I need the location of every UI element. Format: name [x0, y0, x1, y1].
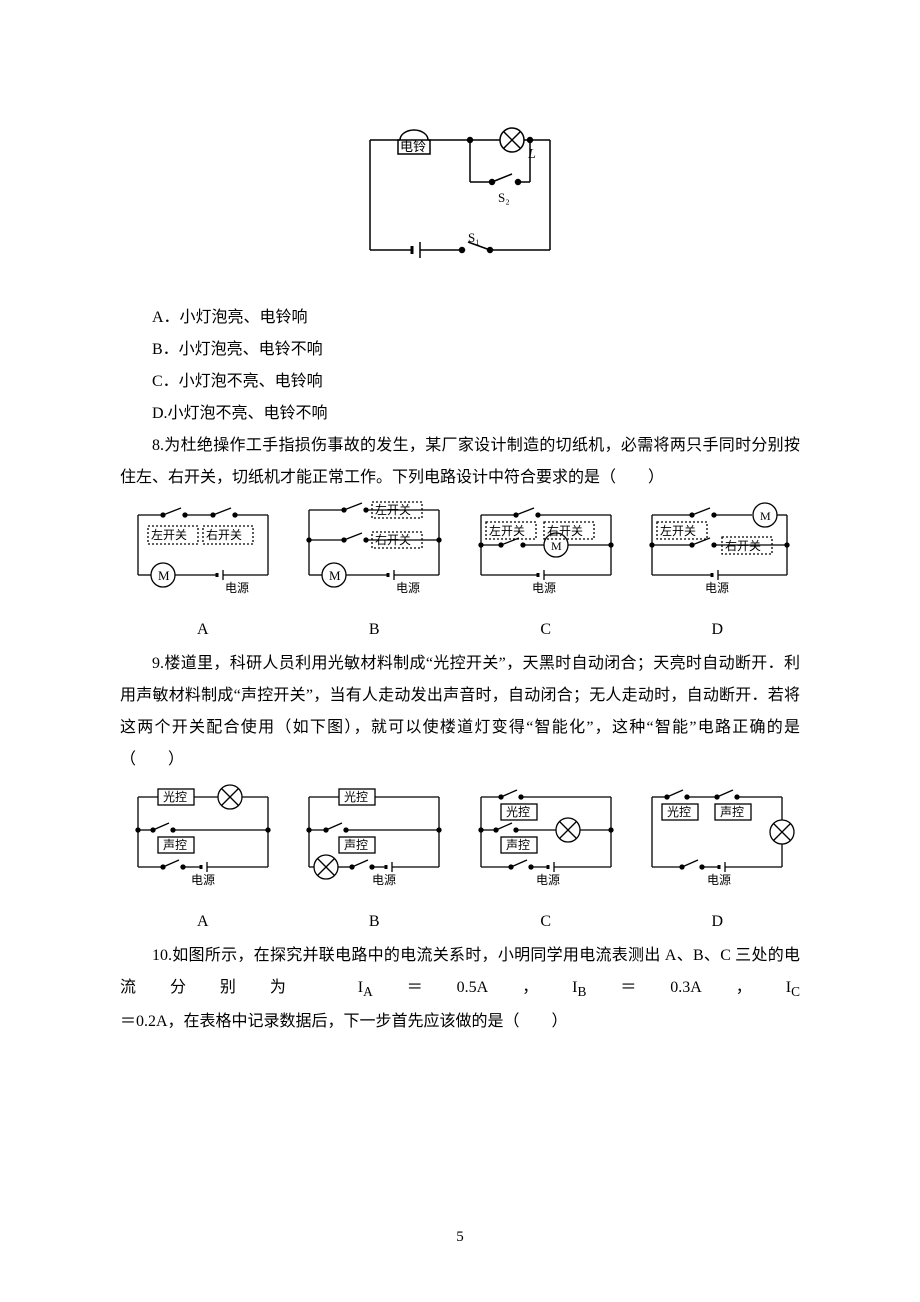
q10-content: 10.如图所示，在探究并联电路中的电流关系时，小明同学用电流表测出 A、B、C …	[120, 947, 800, 1030]
q8a-source: 电源	[225, 581, 249, 595]
q9-circuit-b: 光控 声控 电源	[294, 782, 454, 892]
page-number: 5	[0, 1222, 920, 1252]
q8c-motor: M	[551, 539, 562, 553]
q9-label-d: D	[635, 906, 801, 938]
s1-label: S₁	[468, 230, 480, 245]
q9a-light: 光控	[163, 790, 187, 804]
q9-text: 9.楼道里，科研人员利用光敏材料制成“光控开关”，天黑时自动闭合；天亮时自动断开…	[120, 648, 800, 776]
q9-diagrams: 光控 声控 电源 A	[120, 782, 800, 938]
q8b-source: 电源	[396, 581, 420, 595]
q8a-motor: M	[158, 568, 170, 583]
q8-text: 8.为杜绝操作工手指损伤事故的发生，某厂家设计制造的切纸机，必需将两只手同时分别…	[120, 430, 800, 494]
q8-label-c: C	[463, 614, 629, 646]
q9-label-b: B	[292, 906, 458, 938]
q9-circuit-c: 光控 声控 电源	[466, 782, 626, 892]
q9b-sound: 声控	[344, 838, 368, 852]
q9b-source: 电源	[372, 873, 396, 887]
q9-circuit-a: 光控 声控 电源	[123, 782, 283, 892]
q9-label-c: C	[463, 906, 629, 938]
q9c-sound: 声控	[506, 838, 530, 852]
q8d-right: 右开关	[725, 538, 761, 553]
q9-label-a: A	[120, 906, 286, 938]
q9d-sound: 声控	[720, 805, 744, 819]
q7-option-d: D.小灯泡不亮、电铃不响	[120, 398, 800, 430]
q8-circuit-b: 左开关 右开关 M 电源	[294, 500, 454, 600]
q8b-motor: M	[329, 568, 341, 583]
q9d-light: 光控	[667, 805, 691, 819]
q8b-left: 左开关	[375, 502, 411, 517]
q7-figure: 电铃 L S₂ S₁	[120, 120, 800, 282]
q8-label-d: D	[635, 614, 801, 646]
q8b-right: 右开关	[375, 532, 411, 547]
q9b-light: 光控	[344, 790, 368, 804]
q8d-left: 左开关	[660, 523, 696, 538]
q9-circuit-d: 光控 声控 电源	[637, 782, 797, 892]
q7-option-b: B．小灯泡亮、电铃不响	[120, 334, 800, 366]
q9a-source: 电源	[191, 873, 215, 887]
q9c-source: 电源	[536, 873, 560, 887]
q8-diagrams: 左开关 右开关 M 电源 A	[120, 500, 800, 646]
q8-label-a: A	[120, 614, 286, 646]
q8d-motor: M	[760, 509, 771, 523]
q8c-right: 右开关	[547, 523, 583, 538]
q8c-left: 左开关	[489, 523, 525, 538]
q8c-source: 电源	[532, 581, 556, 595]
q7-option-c: C．小灯泡不亮、电铃响	[120, 366, 800, 398]
q7-option-a: A．小灯泡亮、电铃响	[120, 302, 800, 334]
q8-circuit-a: 左开关 右开关 M 电源	[123, 500, 283, 600]
q8-circuit-c: 左开关 右开关 M 电源	[466, 500, 626, 600]
bell-label: 电铃	[400, 139, 426, 154]
q9a-sound: 声控	[163, 838, 187, 852]
q10-text: 10.如图所示，在探究并联电路中的电流关系时，小明同学用电流表测出 A、B、C …	[120, 940, 800, 1038]
q8a-right: 右开关	[206, 527, 242, 542]
s2-label: S₂	[498, 190, 510, 205]
lamp-label: L	[527, 147, 536, 162]
q8-circuit-d: 左开关 右开关 M 电源	[637, 500, 797, 600]
q8a-left: 左开关	[151, 527, 187, 542]
q9c-light: 光控	[506, 805, 530, 819]
bell-lamp-circuit: 电铃 L S₂ S₁	[350, 120, 570, 270]
q8-label-b: B	[292, 614, 458, 646]
q8d-source: 电源	[705, 581, 729, 595]
q9d-source: 电源	[707, 873, 731, 887]
